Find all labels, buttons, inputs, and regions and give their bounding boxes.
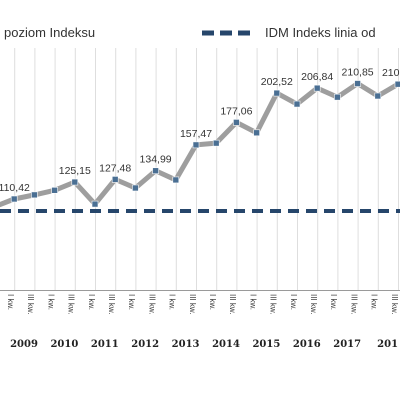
data-point (313, 84, 321, 92)
data-label: 125,15 (59, 165, 91, 177)
year-label: 2017 (333, 339, 361, 350)
data-point (132, 184, 139, 192)
data-point (273, 89, 281, 97)
year-label: 2014 (212, 339, 240, 350)
data-point (233, 119, 240, 126)
data-label: 177,06 (220, 105, 252, 117)
year-label: 2010 (50, 339, 78, 350)
x-tick-label: III kw. (107, 294, 116, 314)
x-tick-label: I kw. (248, 294, 257, 310)
year-label: 2012 (131, 339, 159, 350)
x-tick-label: I kw. (168, 294, 177, 310)
x-tick-label: III kw. (188, 294, 197, 314)
x-tick-label: I kw. (208, 294, 217, 310)
legend: poziom Indeksu IDM Indeks linia od (4, 25, 376, 40)
data-label: 202,52 (261, 76, 293, 88)
data-point (253, 129, 260, 137)
data-point (172, 176, 180, 184)
x-tick-label: III kw. (309, 294, 318, 314)
data-point (91, 200, 99, 208)
x-tick-label: I kw. (87, 294, 96, 310)
data-point (31, 191, 38, 199)
data-label: 134,99 (140, 154, 172, 166)
x-tick-label: I kw. (46, 294, 55, 310)
data-point (192, 141, 200, 149)
year-label: 2015 (252, 339, 280, 350)
x-tick-label: I kw. (329, 294, 338, 310)
x-axis: I kw. III kw. I kw. III kw. I kw. III kw. I kw… (6, 294, 399, 350)
data-point (354, 80, 361, 87)
year-label: 2016 (293, 339, 321, 350)
data-point (152, 167, 159, 175)
series-line-index (0, 81, 400, 208)
x-tick-label: III kw. (147, 294, 156, 314)
data-label: 210,85 (342, 67, 374, 79)
x-tick-label: I kw. (6, 294, 15, 310)
data-label: 210,27 (382, 67, 400, 79)
grid-lines (0, 48, 400, 291)
year-label: 2009 (10, 339, 38, 350)
year-label: 201 (377, 339, 398, 350)
legend-label-index: poziom Indeksu (4, 25, 95, 40)
x-tick-label: III kw. (349, 294, 358, 314)
series-layer (0, 80, 400, 208)
x-tick-label: III kw. (390, 294, 399, 314)
year-label: 2013 (172, 339, 200, 350)
year-label: 2011 (91, 339, 119, 350)
data-label: 127,48 (99, 162, 131, 174)
data-label: 157,47 (180, 128, 212, 140)
data-point (71, 178, 79, 186)
data-label: 110,42 (0, 182, 30, 194)
data-label: 206,84 (301, 71, 333, 83)
x-tick-label: I kw. (127, 294, 136, 310)
legend-label-baseline: IDM Indeks linia od (265, 25, 376, 40)
x-tick-label: III kw. (26, 294, 35, 314)
data-point (293, 100, 301, 108)
x-tick-label: I kw. (370, 294, 379, 310)
data-labels: 110,42 125,15 127,48 134,99 157,47 177,06 202,… (0, 67, 400, 194)
x-tick-label: III kw. (269, 294, 278, 314)
data-point (394, 80, 400, 88)
data-point (10, 195, 18, 203)
x-tick-label: III kw. (228, 294, 237, 314)
data-point (212, 139, 220, 147)
data-point (374, 92, 382, 100)
data-point (111, 176, 119, 183)
x-tick-label: I kw. (289, 294, 298, 310)
data-point (51, 186, 58, 194)
data-point (334, 93, 341, 101)
x-tick-label: III kw. (67, 294, 76, 314)
